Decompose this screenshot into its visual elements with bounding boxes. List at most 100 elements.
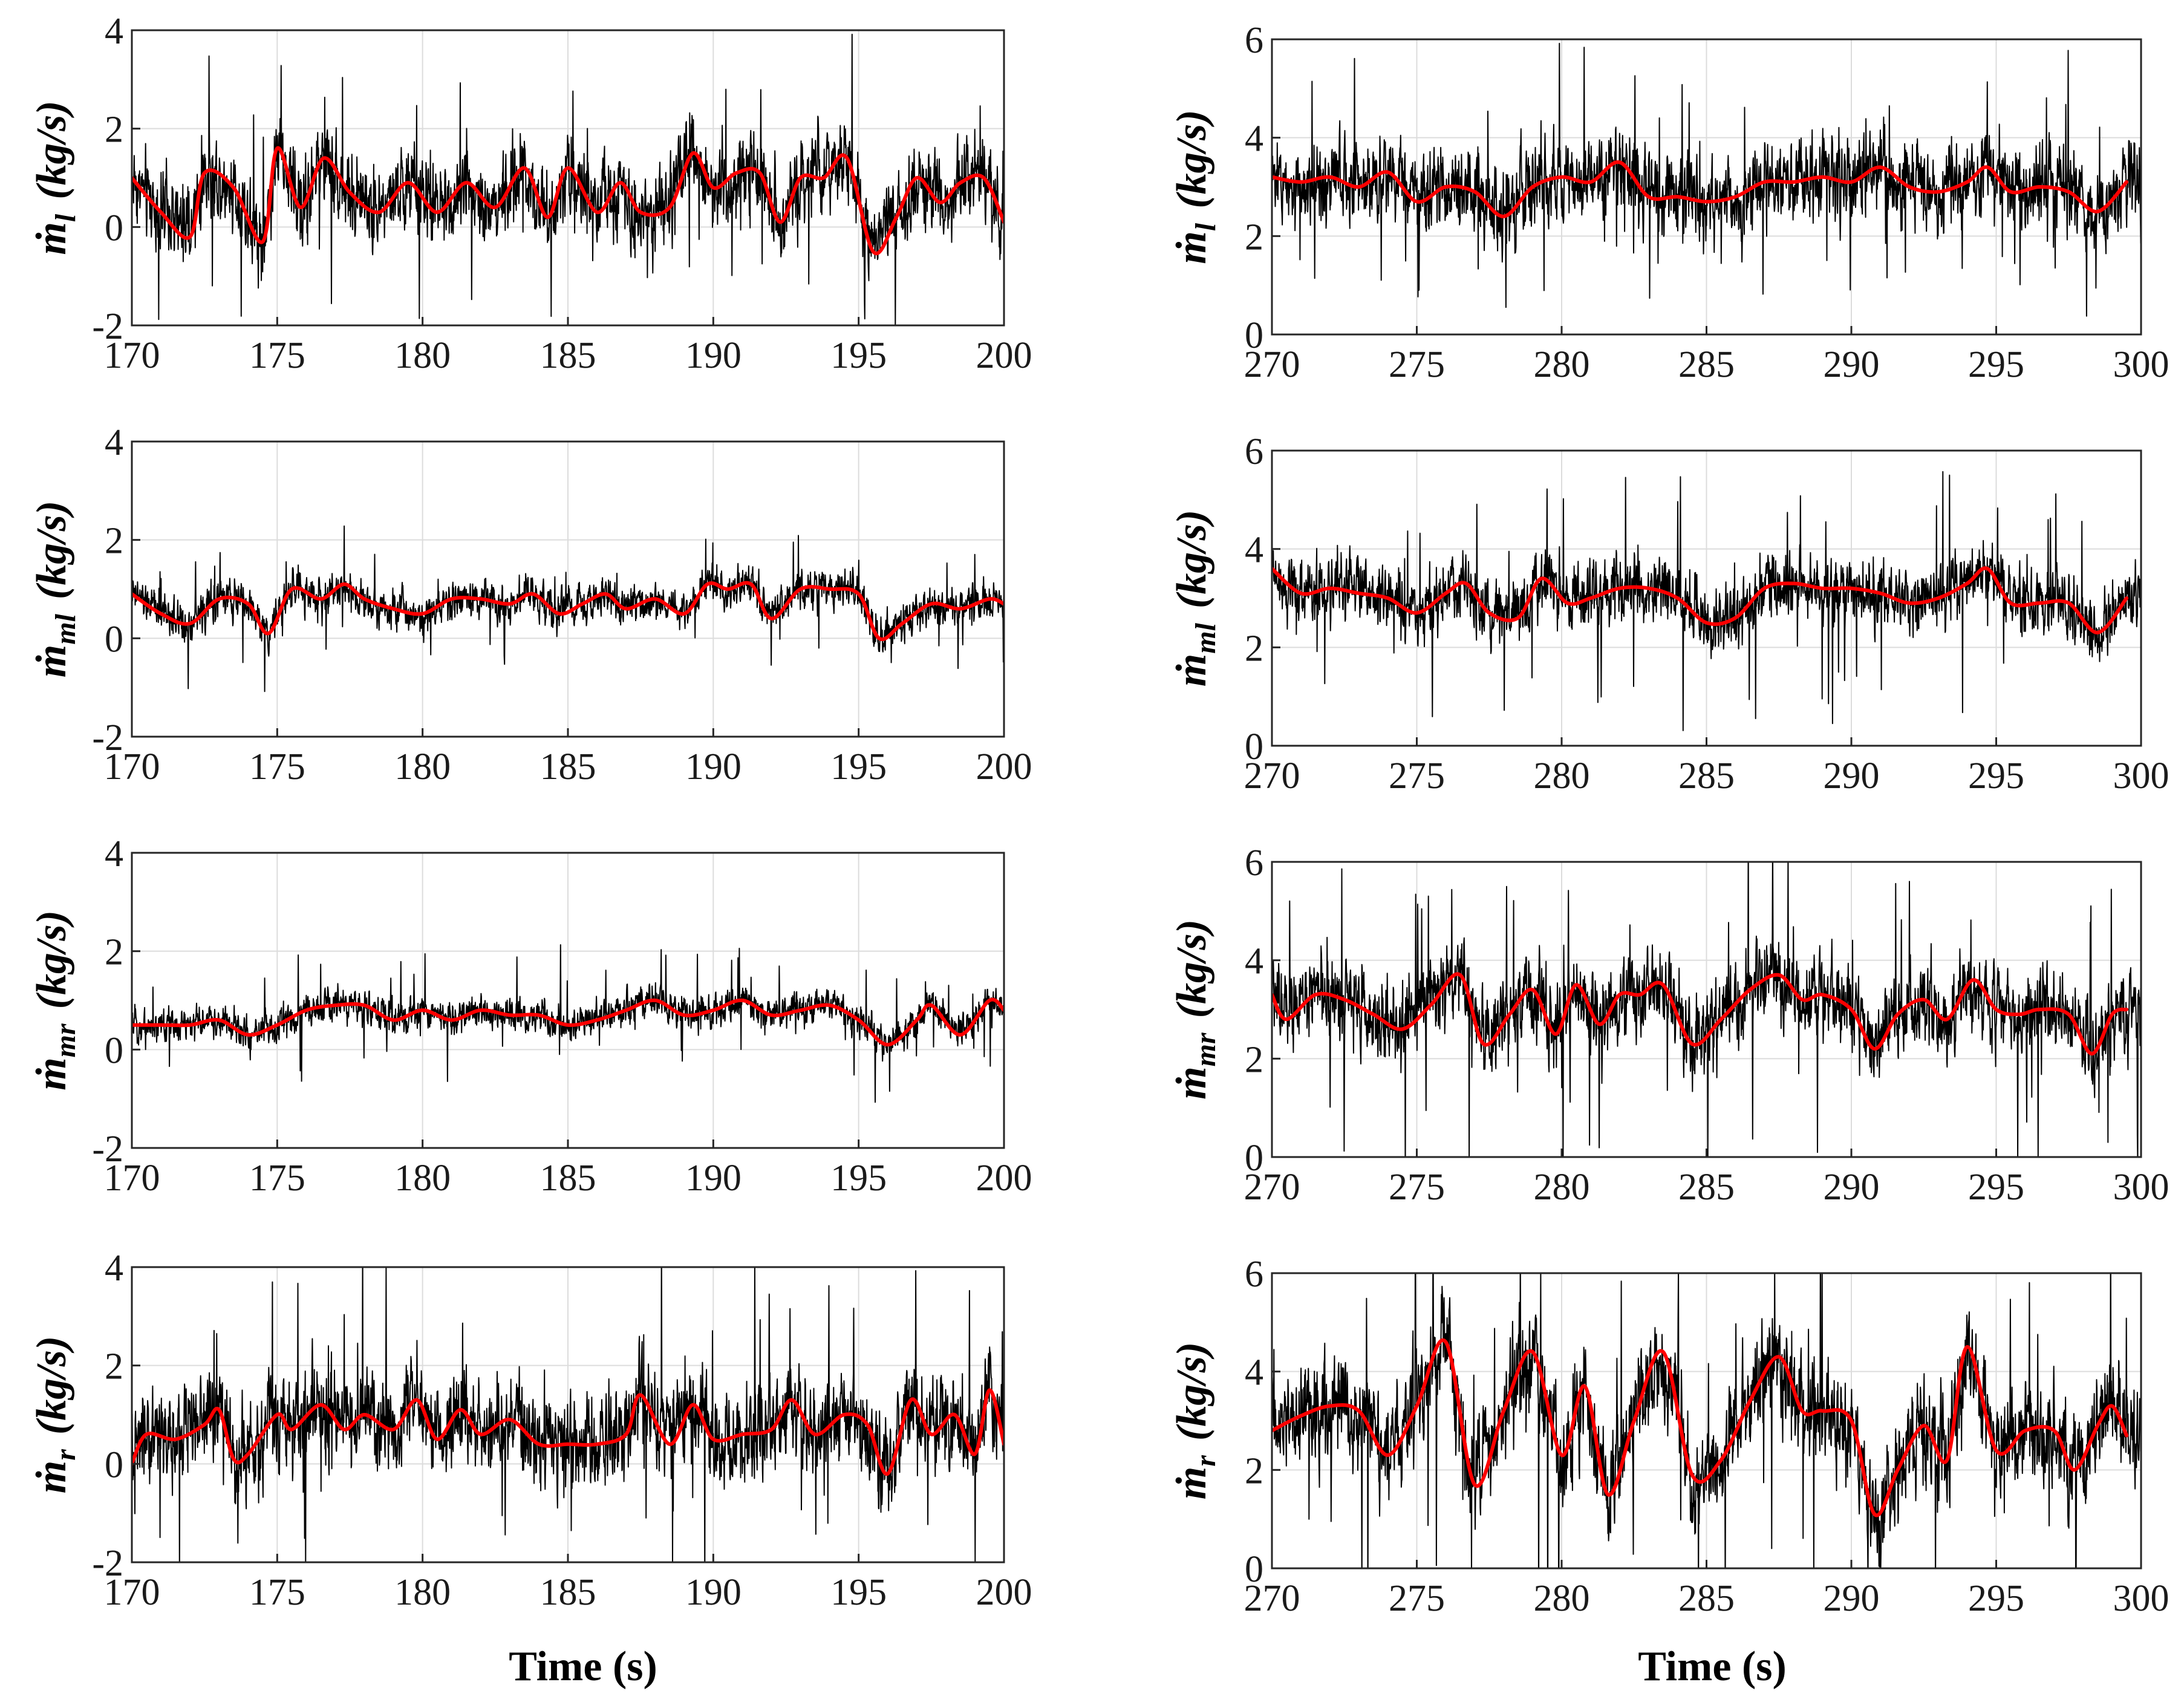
x-tick-label: 170 bbox=[104, 1158, 160, 1199]
y-axis-subscript: r bbox=[1190, 1455, 1222, 1467]
y-axis-label: ṁml (kg/s) bbox=[1169, 510, 1222, 686]
y-axis-unit: (kg/s) bbox=[28, 910, 75, 1009]
y-tick-label: 2 bbox=[1245, 217, 1263, 258]
x-tick-label: 275 bbox=[1389, 344, 1445, 385]
plot-area bbox=[132, 525, 1004, 693]
y-tick-label: 4 bbox=[105, 833, 123, 875]
y-axis-unit: (kg/s) bbox=[1169, 919, 1215, 1018]
filtered-signal-line bbox=[132, 997, 1004, 1047]
x-tick-label: 270 bbox=[1244, 344, 1300, 385]
x-tick-label: 300 bbox=[2113, 1167, 2169, 1208]
y-tick-label: 4 bbox=[105, 11, 123, 52]
y-tick-label: 0 bbox=[105, 1444, 123, 1485]
x-tick-label: 185 bbox=[540, 335, 596, 376]
filtered-signal-line bbox=[132, 1388, 1004, 1476]
y-axis-subscript: l bbox=[1190, 223, 1222, 231]
y-tick-label: 2 bbox=[105, 932, 123, 973]
x-tick-label: 195 bbox=[830, 335, 887, 376]
x-tick-label: 185 bbox=[540, 746, 596, 787]
y-axis-subscript: mr bbox=[50, 1023, 82, 1057]
x-tick-label: 270 bbox=[1244, 755, 1300, 797]
panel-4: 170 175 180 185 190 195 200 -2 0 2 4 ṁr (kg/s) bbox=[28, 1248, 1032, 1613]
y-tick-label: 2 bbox=[1245, 1450, 1263, 1491]
x-tick-label: 195 bbox=[830, 1158, 887, 1199]
x-tick-label: 300 bbox=[2113, 1578, 2169, 1619]
x-tick-label: 280 bbox=[1534, 1167, 1590, 1208]
y-tick-label: 4 bbox=[1245, 941, 1263, 982]
y-axis-unit: (kg/s) bbox=[28, 1336, 75, 1435]
y-axis-symbol: ṁ bbox=[28, 1461, 75, 1493]
x-tick-label: 170 bbox=[104, 746, 160, 787]
x-tick-label: 190 bbox=[685, 746, 742, 787]
y-axis-unit: (kg/s) bbox=[28, 100, 75, 199]
y-axis-symbol: ṁ bbox=[28, 222, 75, 255]
y-tick-label: 2 bbox=[1245, 628, 1263, 669]
x-tick-label: 170 bbox=[104, 335, 160, 376]
y-axis-label: ṁml (kg/s) bbox=[28, 501, 82, 677]
y-tick-label: 0 bbox=[1245, 1138, 1263, 1179]
x-tick-label: 270 bbox=[1244, 1167, 1300, 1208]
x-tick-label: 285 bbox=[1678, 344, 1735, 385]
x-tick-label: 290 bbox=[1824, 1578, 1880, 1619]
y-tick-label: 4 bbox=[105, 1248, 123, 1289]
panel-2: 170 175 180 185 190 195 200 -2 0 2 4 ṁml (kg/s) bbox=[28, 422, 1032, 787]
raw-signal-line bbox=[132, 944, 1004, 1103]
y-axis-symbol: ṁ bbox=[1169, 1467, 1215, 1499]
y-tick-label: 4 bbox=[1245, 1352, 1263, 1394]
raw-signal-line bbox=[1272, 471, 2141, 731]
y-axis-subscript: ml bbox=[50, 613, 82, 644]
y-tick-label: -2 bbox=[92, 717, 123, 758]
x-tick-label: 275 bbox=[1389, 755, 1445, 797]
y-tick-label: 0 bbox=[105, 207, 123, 249]
filtered-signal-line bbox=[1272, 160, 2129, 218]
x-tick-label: 270 bbox=[1244, 1578, 1300, 1619]
x-tick-label: 285 bbox=[1678, 1167, 1735, 1208]
raw-signal-line bbox=[132, 33, 1004, 325]
x-tick-label: 175 bbox=[249, 335, 305, 376]
filtered-signal-line bbox=[132, 581, 1004, 641]
y-tick-label: 6 bbox=[1245, 431, 1263, 472]
y-tick-label: 2 bbox=[1245, 1039, 1263, 1080]
raw-signal-line bbox=[132, 1267, 1004, 1562]
x-tick-label: 200 bbox=[976, 335, 1032, 376]
x-tick-label: 300 bbox=[2113, 344, 2169, 385]
plot-area bbox=[1272, 42, 2141, 317]
plot-area bbox=[1272, 471, 2141, 731]
y-axis-symbol: ṁ bbox=[28, 645, 75, 677]
y-tick-label: -2 bbox=[92, 1129, 123, 1170]
x-axis-label-left: Time (s) bbox=[509, 1643, 657, 1690]
panel-7: 270 275 280 285 290 295 300 0 2 4 6 ṁmr (kg/s) bbox=[1169, 843, 2169, 1208]
x-tick-label: 300 bbox=[2113, 755, 2169, 797]
x-tick-label: 175 bbox=[249, 1158, 305, 1199]
x-tick-label: 290 bbox=[1824, 1167, 1880, 1208]
x-tick-label: 175 bbox=[249, 1572, 305, 1613]
x-tick-label: 180 bbox=[394, 1158, 451, 1199]
y-axis-symbol: ṁ bbox=[1169, 654, 1215, 686]
y-axis-symbol: ṁ bbox=[1169, 1066, 1215, 1099]
x-tick-label: 290 bbox=[1824, 344, 1880, 385]
panel-6: 270 275 280 285 290 295 300 0 2 4 6 ṁml (kg/s) bbox=[1169, 431, 2169, 797]
x-tick-label: 290 bbox=[1824, 755, 1880, 797]
x-tick-label: 190 bbox=[685, 335, 742, 376]
y-tick-label: 0 bbox=[1245, 726, 1263, 768]
y-axis-unit: (kg/s) bbox=[28, 501, 75, 599]
x-tick-label: 190 bbox=[685, 1572, 742, 1613]
x-tick-label: 295 bbox=[1968, 1578, 2024, 1619]
y-tick-label: 2 bbox=[105, 521, 123, 562]
x-tick-label: 275 bbox=[1389, 1578, 1445, 1619]
y-axis-unit: (kg/s) bbox=[1169, 1342, 1215, 1441]
y-tick-label: 4 bbox=[1245, 530, 1263, 571]
x-tick-label: 185 bbox=[540, 1572, 596, 1613]
y-tick-label: 6 bbox=[1245, 20, 1263, 61]
y-axis-symbol: ṁ bbox=[28, 1057, 75, 1090]
x-axis-label-right: Time (s) bbox=[1638, 1643, 1787, 1690]
filtered-signal-line bbox=[132, 146, 1004, 255]
x-tick-label: 295 bbox=[1968, 1167, 2024, 1208]
x-tick-label: 195 bbox=[830, 746, 887, 787]
x-tick-label: 200 bbox=[976, 1158, 1032, 1199]
y-axis-unit: (kg/s) bbox=[1169, 109, 1215, 208]
x-tick-label: 185 bbox=[540, 1158, 596, 1199]
x-tick-label: 285 bbox=[1678, 1578, 1735, 1619]
x-tick-label: 190 bbox=[685, 1158, 742, 1199]
